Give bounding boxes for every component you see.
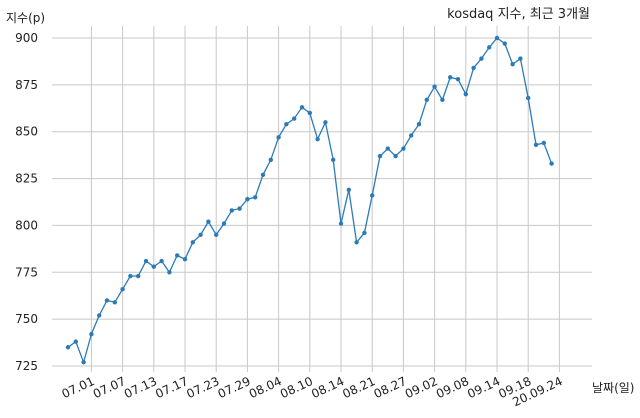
data-point <box>424 97 429 103</box>
data-point <box>479 56 484 61</box>
y-tick-label: 850 <box>15 125 38 139</box>
data-point <box>112 300 118 305</box>
y-tick-label: 800 <box>15 218 38 232</box>
data-point <box>385 146 390 151</box>
data-point <box>292 116 297 121</box>
data-point <box>494 35 500 41</box>
data-point <box>206 219 211 224</box>
data-point <box>362 230 367 236</box>
data-point <box>97 313 102 318</box>
data-point <box>455 77 461 82</box>
data-point <box>448 75 453 80</box>
data-point <box>338 221 344 226</box>
y-axis-ticks: 725 750 775 800 825 850 875 900 <box>15 31 38 373</box>
y-tick-label: 725 <box>15 359 38 373</box>
data-point <box>541 140 546 146</box>
data-point <box>331 157 336 163</box>
data-point <box>440 97 445 103</box>
y-tick-label: 750 <box>15 312 38 326</box>
data-point <box>401 146 406 151</box>
data-points <box>65 35 554 365</box>
data-point <box>182 256 188 262</box>
data-point <box>393 153 398 159</box>
data-point <box>260 172 266 178</box>
y-tick-label: 775 <box>15 265 38 279</box>
data-point <box>229 208 234 213</box>
data-point <box>307 110 312 116</box>
x-axis-label: 날짜(일) <box>592 381 634 395</box>
data-point <box>159 258 164 264</box>
y-tick-label: 825 <box>15 172 38 186</box>
data-point <box>198 232 203 237</box>
data-point <box>276 135 281 140</box>
data-point <box>245 196 250 202</box>
data-point <box>104 298 110 303</box>
data-point <box>253 195 258 200</box>
data-point <box>370 193 375 198</box>
data-point <box>167 270 172 275</box>
data-point <box>315 137 320 142</box>
data-point <box>502 41 507 46</box>
data-point <box>268 157 273 163</box>
grid <box>52 26 592 372</box>
data-point <box>346 187 351 193</box>
data-point <box>526 95 531 101</box>
y-axis-label: 지수(p) <box>6 11 45 25</box>
y-tick-label: 900 <box>15 31 38 45</box>
data-point <box>190 240 195 245</box>
data-point <box>89 331 94 337</box>
x-axis-ticks: 07.0107.0707.1307.1707.2307.2908.0408.10… <box>60 374 565 409</box>
data-point <box>416 122 422 127</box>
data-point <box>214 232 219 237</box>
data-point <box>510 62 515 67</box>
data-point <box>299 105 305 110</box>
data-point <box>81 360 86 365</box>
data-point <box>471 65 476 71</box>
data-point <box>136 273 141 279</box>
data-point <box>549 161 554 166</box>
data-point <box>432 84 437 89</box>
chart-title: kosdaq 지수, 최근 3개월 <box>447 7 590 22</box>
data-point <box>354 240 359 245</box>
data-point <box>518 56 523 61</box>
data-point <box>463 92 468 97</box>
data-point <box>533 142 539 148</box>
data-point <box>120 286 125 292</box>
y-tick-label: 875 <box>15 78 38 92</box>
data-point <box>65 345 71 350</box>
data-point <box>487 45 492 50</box>
data-point <box>323 120 328 125</box>
data-point <box>377 153 383 159</box>
data-point <box>237 206 242 211</box>
data-point <box>128 273 133 279</box>
data-point <box>73 339 79 344</box>
data-point <box>409 133 414 138</box>
data-point <box>284 122 289 127</box>
data-point <box>221 221 227 226</box>
data-point <box>175 253 180 258</box>
data-point <box>151 264 156 269</box>
data-point <box>143 258 149 264</box>
